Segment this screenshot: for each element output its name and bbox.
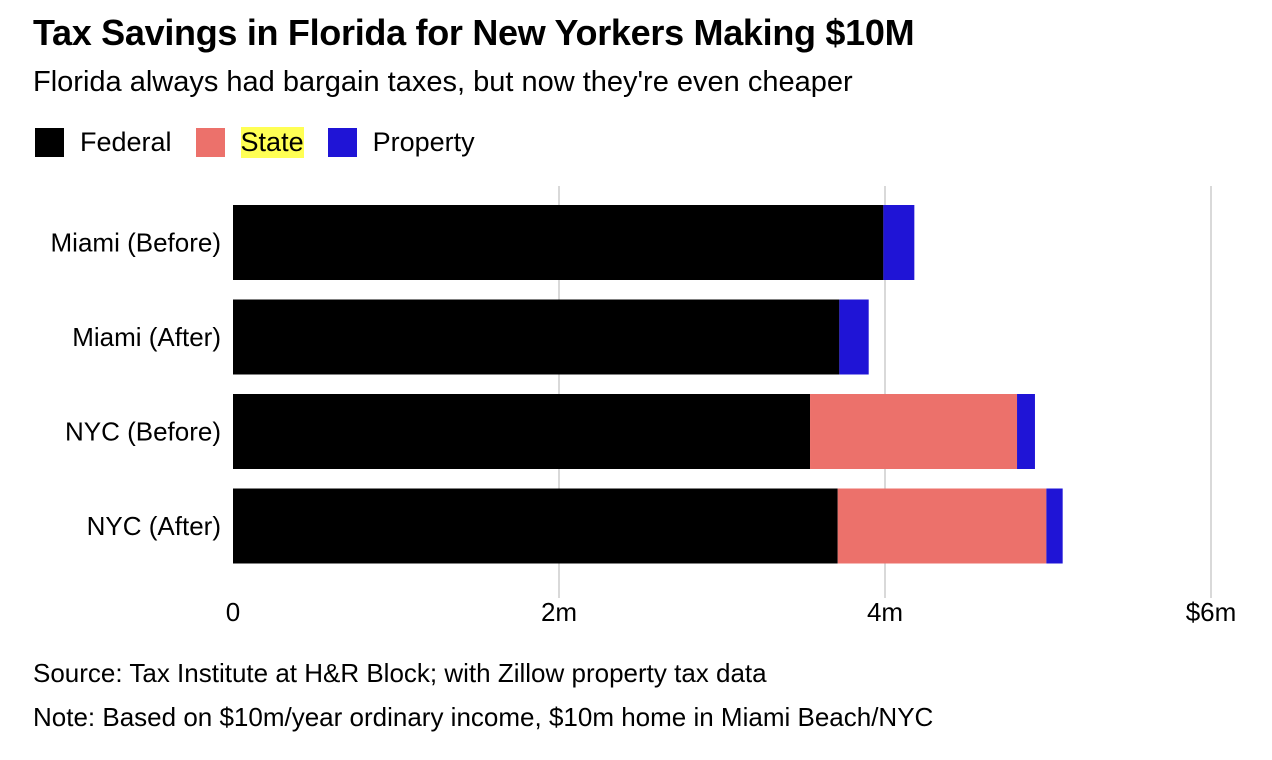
category-label-miami-after: Miami (After) — [72, 322, 221, 352]
legend-swatch-state — [195, 127, 225, 157]
bar-nyc-after-state — [837, 488, 1047, 564]
bar-nyc-after-federal — [233, 488, 838, 564]
bar-nyc-before-federal — [233, 394, 811, 469]
bar-miami-after-federal — [233, 299, 840, 375]
category-label-nyc-before: NYC (Before) — [65, 417, 221, 447]
bar-miami-after-property — [839, 299, 869, 375]
bar-nyc-before-property — [1017, 394, 1035, 469]
source-note: Source: Tax Institute at H&R Block; with… — [33, 658, 767, 688]
legend-label-state: State — [240, 126, 304, 158]
chart-title: Tax Savings in Florida for New Yorkers M… — [33, 12, 915, 53]
legend-item-property: Property — [327, 126, 475, 158]
legend: Federal State Property — [35, 126, 499, 158]
x-tick-label-2m: 2m — [541, 597, 577, 627]
x-tick-label-4m: 4m — [867, 597, 903, 627]
x-tick-label-0: 0 — [226, 597, 240, 627]
x-tick-label-6m: $6m — [1186, 597, 1237, 627]
methodology-note: Note: Based on $10m/year ordinary income… — [33, 702, 934, 732]
legend-swatch-federal — [35, 127, 64, 157]
legend-label-property: Property — [372, 126, 475, 157]
legend-swatch-property — [327, 127, 357, 157]
bar-miami-before-federal — [233, 205, 884, 280]
category-label-nyc-after: NYC (After) — [87, 511, 221, 541]
legend-label-federal: Federal — [80, 126, 172, 157]
legend-item-federal: Federal — [35, 127, 172, 158]
legend-item-state: State — [195, 126, 304, 158]
chart-subtitle: Florida always had bargain taxes, but no… — [33, 66, 853, 98]
bar-miami-before-property — [883, 205, 915, 280]
bar-nyc-before-state — [810, 394, 1018, 469]
category-label-miami-before: Miami (Before) — [51, 228, 221, 258]
bar-chart: Miami (Before) Miami (After) NYC (Before) N… — [51, 186, 1237, 627]
bar-nyc-after-property — [1046, 488, 1063, 564]
